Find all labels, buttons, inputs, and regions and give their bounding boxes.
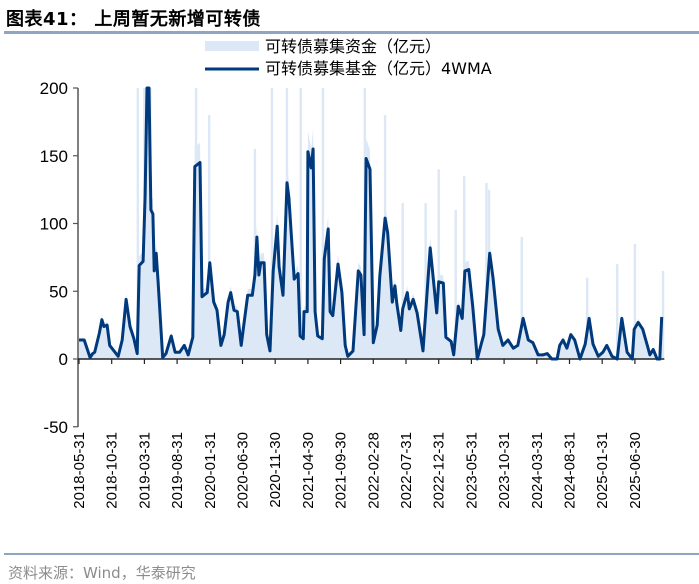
line-series	[79, 86, 664, 361]
x-tick-label: 2019-08-31	[169, 432, 186, 509]
x-tick-label: 2018-05-31	[71, 432, 88, 509]
x-tick-label: 2020-01-31	[202, 432, 219, 509]
funding-bar	[207, 115, 211, 359]
y-tick-label: 0	[59, 350, 68, 369]
funding-bar	[194, 88, 198, 359]
funding-bar	[616, 264, 619, 359]
legend-swatch-bars	[205, 41, 259, 51]
funding-bar	[149, 88, 152, 359]
funding-bar	[454, 209, 457, 359]
x-tick-label: 2021-04-30	[300, 432, 317, 509]
source-note: 资料来源：Wind，华泰研究	[8, 564, 196, 582]
x-tick-label: 2022-12-31	[431, 432, 448, 509]
y-tick-label: 150	[40, 147, 68, 166]
x-tick-label: 2023-10-31	[496, 432, 513, 509]
x-tick-label: 2021-09-30	[333, 432, 350, 509]
y-tick-label: 50	[49, 282, 68, 301]
legend: 可转债募集资金（亿元） 可转债募集基金（亿元）4WMA	[205, 37, 492, 78]
footer-divider	[4, 553, 699, 555]
funding-bar	[321, 88, 325, 359]
x-tick-label: 2020-06-30	[235, 432, 252, 509]
x-tick-label: 2025-01-31	[594, 432, 611, 509]
legend-label-bars: 可转债募集资金（亿元）	[265, 37, 441, 56]
y-tick-labels: 200 150 100 50 0 -50	[40, 79, 68, 437]
funding-bar	[424, 203, 427, 359]
x-tick-label: 2023-05-31	[463, 432, 480, 509]
funding-bar	[463, 176, 466, 359]
x-tick-label: 2025-06-30	[627, 432, 644, 509]
title-divider	[4, 31, 699, 34]
wma-line	[79, 86, 664, 361]
funding-bar	[661, 270, 665, 359]
funding-bar	[520, 237, 523, 359]
chart-title: 图表41： 上周暂无新增可转债	[6, 9, 261, 30]
y-tick-label: 100	[40, 215, 68, 234]
funding-bar	[485, 182, 488, 359]
x-tick-label: 2020-11-30	[267, 432, 284, 508]
x-tick-label: 2019-03-31	[136, 432, 153, 509]
y-tick-label: -50	[43, 418, 68, 437]
x-tick-label: 2022-02-28	[365, 432, 382, 509]
funding-bar	[383, 115, 387, 359]
legend-label-line: 可转债募集基金（亿元）4WMA	[265, 59, 492, 78]
funding-bar	[633, 243, 637, 359]
x-tick-label: 2024-08-31	[562, 432, 579, 509]
x-tick-label: 2024-03-31	[529, 432, 546, 509]
funding-bar	[585, 277, 589, 359]
funding-bar	[437, 169, 440, 359]
x-tick-label: 2022-07-31	[398, 432, 415, 509]
funding-bar	[299, 88, 302, 359]
x-tick-label: 2018-10-31	[104, 432, 121, 509]
axes	[73, 87, 665, 428]
funding-bar	[401, 203, 404, 359]
funding-bar	[136, 88, 140, 359]
y-tick-label: 200	[40, 79, 68, 98]
x-tick-labels: 2018-05-31 2018-10-31 2019-03-31 2019-08-31…	[71, 432, 644, 509]
funding-bar	[367, 155, 370, 359]
funding-bar	[270, 88, 274, 359]
